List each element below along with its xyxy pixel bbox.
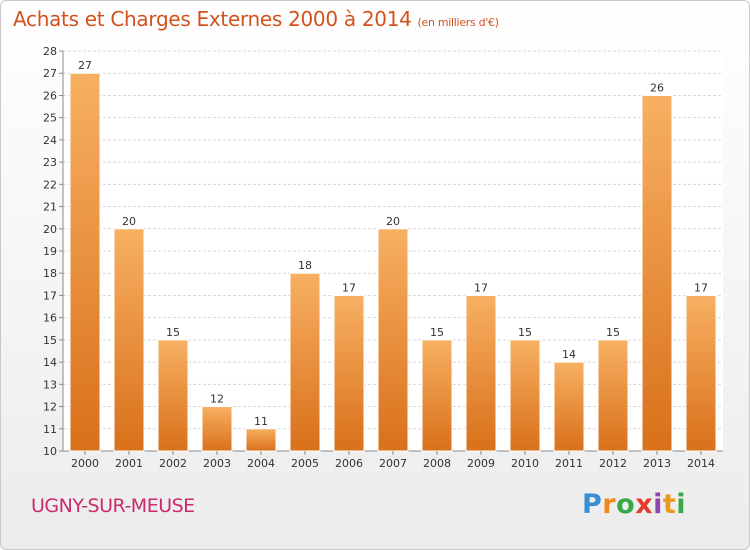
y-tick-label: 17 bbox=[43, 289, 57, 302]
proxiti-logo: Proxiti bbox=[582, 489, 686, 520]
x-tick-label: 2006 bbox=[335, 457, 363, 470]
y-tick-label: 16 bbox=[43, 312, 57, 325]
x-tick-label: 2001 bbox=[115, 457, 143, 470]
y-tick-label: 11 bbox=[43, 423, 57, 436]
y-tick-label: 24 bbox=[43, 134, 57, 147]
x-tick-label: 2013 bbox=[643, 457, 671, 470]
y-tick-label: 21 bbox=[43, 201, 57, 214]
data-label: 15 bbox=[606, 326, 620, 339]
logo-letter: r bbox=[602, 489, 617, 520]
x-tick-label: 2012 bbox=[599, 457, 627, 470]
bar bbox=[685, 294, 717, 452]
data-label: 26 bbox=[650, 81, 664, 94]
logo-letter: P bbox=[582, 489, 603, 520]
logo-letter: x bbox=[635, 489, 654, 520]
y-tick-label: 10 bbox=[43, 445, 57, 458]
bar bbox=[377, 228, 409, 452]
data-label: 11 bbox=[254, 415, 268, 428]
y-tick-label: 20 bbox=[43, 223, 57, 236]
bar bbox=[421, 339, 453, 452]
logo-letter: o bbox=[616, 489, 636, 520]
bar bbox=[245, 428, 277, 452]
x-tick-label: 2014 bbox=[687, 457, 715, 470]
y-tick-label: 26 bbox=[43, 89, 57, 102]
title-text: Achats et Charges Externes 2000 à 2014 bbox=[13, 7, 412, 31]
logo-letter: i bbox=[653, 489, 663, 520]
y-tick-label: 25 bbox=[43, 112, 57, 125]
data-label: 15 bbox=[430, 326, 444, 339]
bar bbox=[553, 361, 585, 452]
x-tick-label: 2005 bbox=[291, 457, 319, 470]
bar bbox=[597, 339, 629, 452]
data-label: 17 bbox=[474, 281, 488, 294]
y-tick-label: 19 bbox=[43, 245, 57, 258]
commune-name: UGNY-SUR-MEUSE bbox=[31, 495, 195, 517]
bar bbox=[509, 339, 541, 452]
x-tick-label: 2003 bbox=[203, 457, 231, 470]
x-tick-label: 2009 bbox=[467, 457, 495, 470]
x-tick-label: 2008 bbox=[423, 457, 451, 470]
bar bbox=[69, 72, 101, 452]
data-label: 20 bbox=[122, 215, 136, 228]
bar bbox=[641, 94, 673, 452]
x-tick-label: 2004 bbox=[247, 457, 275, 470]
data-label: 15 bbox=[518, 326, 532, 339]
data-label: 15 bbox=[166, 326, 180, 339]
title-unit: (en milliers d'€) bbox=[417, 16, 499, 29]
bar bbox=[201, 406, 233, 452]
y-tick-label: 13 bbox=[43, 378, 57, 391]
bar bbox=[333, 294, 365, 452]
logo-letter: i bbox=[676, 489, 687, 520]
x-tick-label: 2010 bbox=[511, 457, 539, 470]
bar bbox=[465, 294, 497, 452]
data-label: 27 bbox=[78, 59, 92, 72]
chart-title: Achats et Charges Externes 2000 à 2014 (e… bbox=[13, 7, 499, 31]
bar bbox=[113, 228, 145, 452]
x-tick-label: 2007 bbox=[379, 457, 407, 470]
y-tick-label: 18 bbox=[43, 267, 57, 280]
x-tick-label: 2002 bbox=[159, 457, 187, 470]
y-tick-label: 23 bbox=[43, 156, 57, 169]
bar bbox=[289, 272, 321, 452]
y-tick-label: 27 bbox=[43, 67, 57, 80]
y-tick-label: 12 bbox=[43, 401, 57, 414]
data-label: 14 bbox=[562, 348, 576, 361]
x-tick-label: 2000 bbox=[71, 457, 99, 470]
data-label: 20 bbox=[386, 215, 400, 228]
bar bbox=[157, 339, 189, 452]
y-tick-label: 14 bbox=[43, 356, 57, 369]
y-tick-label: 15 bbox=[43, 334, 57, 347]
y-tick-label: 22 bbox=[43, 178, 57, 191]
data-label: 12 bbox=[210, 393, 224, 406]
x-tick-label: 2011 bbox=[555, 457, 583, 470]
data-label: 17 bbox=[694, 281, 708, 294]
y-tick-label: 28 bbox=[43, 45, 57, 58]
data-label: 17 bbox=[342, 281, 356, 294]
data-label: 18 bbox=[298, 259, 312, 272]
logo-letter: t bbox=[662, 489, 677, 520]
